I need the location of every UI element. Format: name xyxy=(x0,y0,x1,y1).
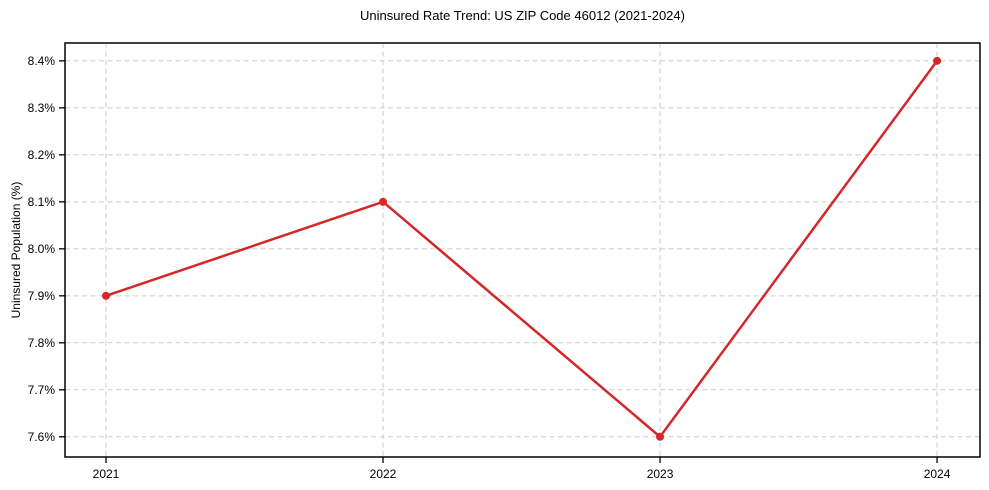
x-tick-label: 2024 xyxy=(924,467,951,481)
data-point-marker xyxy=(933,56,942,65)
x-tick-label: 2021 xyxy=(93,467,120,481)
y-tick-label: 7.9% xyxy=(28,289,56,303)
data-point-marker xyxy=(379,197,388,206)
x-tick-label: 2023 xyxy=(647,467,674,481)
x-tick-label: 2022 xyxy=(370,467,397,481)
y-tick-label: 8.2% xyxy=(28,148,56,162)
y-tick-label: 7.8% xyxy=(28,336,56,350)
y-tick-label: 8.1% xyxy=(28,195,56,209)
y-tick-label: 7.6% xyxy=(28,430,56,444)
y-tick-label: 8.0% xyxy=(28,242,56,256)
plot-border xyxy=(64,42,981,458)
data-point-marker xyxy=(101,291,110,300)
y-tick-label: 7.7% xyxy=(28,383,56,397)
y-tick-label: 8.4% xyxy=(28,54,56,68)
y-tick-label: 8.3% xyxy=(28,101,56,115)
chart-title: Uninsured Rate Trend: US ZIP Code 46012 … xyxy=(360,8,685,23)
data-point-marker xyxy=(656,432,665,441)
trend-line xyxy=(104,59,939,439)
